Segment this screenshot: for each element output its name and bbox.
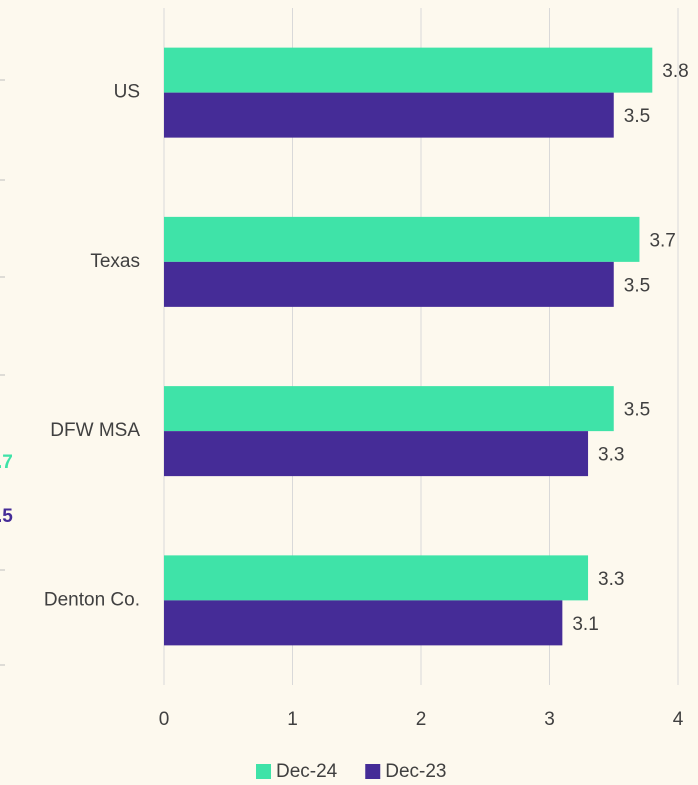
bar xyxy=(164,386,614,432)
x-tick-label: 2 xyxy=(416,709,427,730)
legend-label: Dec-24 xyxy=(276,761,338,782)
y-tick-label: Texas xyxy=(90,251,140,272)
bar xyxy=(164,47,653,93)
y-tick-label: Denton Co. xyxy=(44,589,140,610)
bar xyxy=(164,555,589,601)
bar xyxy=(164,600,563,646)
x-tick-label: 1 xyxy=(287,709,298,730)
y-tick-label: DFW MSA xyxy=(50,420,140,441)
value-label: 3.7 xyxy=(649,230,675,251)
legend-swatch xyxy=(256,764,271,779)
value-label: 3.8 xyxy=(662,61,688,82)
value-label: 3.5 xyxy=(624,275,650,296)
edge-ticks xyxy=(0,79,5,666)
value-label: 3.5 xyxy=(624,106,650,127)
legend-swatch xyxy=(365,764,381,779)
x-tick-label: 4 xyxy=(673,709,684,730)
x-tick-label: 3 xyxy=(544,709,555,730)
value-label: 3.5 xyxy=(624,400,650,421)
bar xyxy=(164,431,589,477)
x-tick-label: 0 xyxy=(159,709,170,730)
bar xyxy=(164,92,614,138)
annotation: .5 xyxy=(0,506,13,527)
value-label: 3.3 xyxy=(598,569,624,590)
bar xyxy=(164,216,640,262)
value-label: 3.1 xyxy=(572,614,598,635)
annotation: .7 xyxy=(0,452,13,473)
y-tick-label: US xyxy=(114,82,140,103)
bar xyxy=(164,261,614,307)
legend-label: Dec-23 xyxy=(385,761,446,782)
value-label: 3.3 xyxy=(598,445,624,466)
